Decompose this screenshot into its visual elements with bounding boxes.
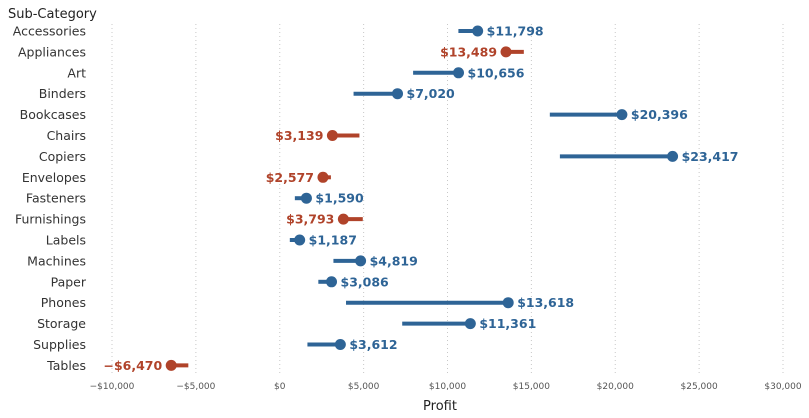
value-dot xyxy=(616,109,628,121)
category-label: Supplies xyxy=(33,337,86,352)
value-dot xyxy=(464,318,476,330)
data-label: $13,618 xyxy=(517,295,574,310)
value-dot xyxy=(502,297,514,309)
category-label: Accessories xyxy=(13,24,86,39)
value-dot xyxy=(667,150,679,162)
category-label: Binders xyxy=(39,86,86,101)
x-axis-title: Profit xyxy=(423,399,457,414)
x-axis-ticks: −$10,000 −$5,000 $0 $5,000 $10,000 $15,000 $20… xyxy=(90,382,802,392)
data-label: $1,590 xyxy=(315,191,364,206)
data-label: $2,577 xyxy=(266,170,314,185)
x-tick-label: $30,000 xyxy=(764,382,801,392)
category-label: Paper xyxy=(51,274,87,289)
value-dot xyxy=(334,339,346,350)
value-dot xyxy=(317,171,329,183)
data-label: $3,139 xyxy=(275,128,323,143)
chart-row: Accessories $11,798 xyxy=(13,24,544,39)
value-dot xyxy=(165,359,177,371)
chart-row: Bookcases $20,396 xyxy=(20,107,688,122)
value-dot xyxy=(337,213,349,225)
category-label: Storage xyxy=(37,316,86,331)
x-tick-label: $15,000 xyxy=(513,382,550,392)
chart-row: Envelopes $2,577 xyxy=(22,170,331,185)
data-label: $20,396 xyxy=(631,107,688,122)
chart-row: Phones $13,618 xyxy=(41,295,574,310)
data-label: $10,656 xyxy=(468,65,525,80)
chart-row: Furnishings $3,793 xyxy=(15,212,363,227)
category-label: Tables xyxy=(46,358,86,373)
data-label: $4,819 xyxy=(370,253,418,268)
chart-row: Fasteners $1,590 xyxy=(26,191,364,206)
chart-row: Binders $7,020 xyxy=(39,86,455,101)
x-tick-label: −$5,000 xyxy=(176,382,215,392)
category-label: Fasteners xyxy=(26,191,86,206)
chart-row: Labels $1,187 xyxy=(46,233,357,248)
category-label: Appliances xyxy=(18,44,86,59)
value-dot xyxy=(453,67,465,79)
data-label: $11,361 xyxy=(479,316,536,331)
data-label: $7,020 xyxy=(407,86,456,101)
category-label: Furnishings xyxy=(15,212,86,227)
value-dot xyxy=(294,234,306,246)
category-label: Bookcases xyxy=(20,107,86,122)
category-label: Envelopes xyxy=(22,170,86,185)
data-label: $3,612 xyxy=(349,337,397,352)
category-label: Chairs xyxy=(47,128,86,143)
value-dot xyxy=(326,276,338,288)
chart-rows: Accessories $11,798 Appliances $13,489 Art $1… xyxy=(13,24,739,373)
chart-row: Paper $3,086 xyxy=(51,274,389,289)
x-tick-label: $10,000 xyxy=(429,382,466,392)
data-label: $3,086 xyxy=(341,274,390,289)
chart-row: Copiers $23,417 xyxy=(39,149,739,164)
data-label: −$6,470 xyxy=(103,358,162,373)
chart-row: Art $10,656 xyxy=(67,65,524,80)
chart-row: Appliances $13,489 xyxy=(18,44,524,59)
category-header: Sub-Category xyxy=(8,7,97,22)
chart-row: Machines $4,819 xyxy=(27,253,418,268)
category-label: Labels xyxy=(46,233,86,248)
x-tick-label: $25,000 xyxy=(681,382,718,392)
data-label: $11,798 xyxy=(487,24,544,39)
x-tick-label: $0 xyxy=(274,382,286,392)
category-label: Art xyxy=(67,65,86,80)
data-label: $1,187 xyxy=(309,233,357,248)
category-label: Copiers xyxy=(39,149,86,164)
chart-row: Chairs $3,139 xyxy=(47,128,360,143)
value-dot xyxy=(355,255,367,267)
category-label: Phones xyxy=(41,295,86,310)
x-tick-label: $5,000 xyxy=(348,382,380,392)
data-label: $23,417 xyxy=(682,149,739,164)
value-dot xyxy=(300,192,312,204)
chart-row: Supplies $3,612 xyxy=(33,337,397,352)
value-dot xyxy=(500,46,512,58)
x-tick-label: −$10,000 xyxy=(90,382,135,392)
chart-row: Tables −$6,470 xyxy=(46,358,189,373)
value-dot xyxy=(392,88,404,100)
x-tick-label: $20,000 xyxy=(597,382,634,392)
category-label: Machines xyxy=(27,253,86,268)
data-label: $3,793 xyxy=(286,212,334,227)
chart-row: Storage $11,361 xyxy=(37,316,536,331)
value-dot xyxy=(326,130,338,141)
value-dot xyxy=(472,25,484,37)
data-label: $13,489 xyxy=(440,44,497,59)
grid-lines xyxy=(111,24,784,374)
